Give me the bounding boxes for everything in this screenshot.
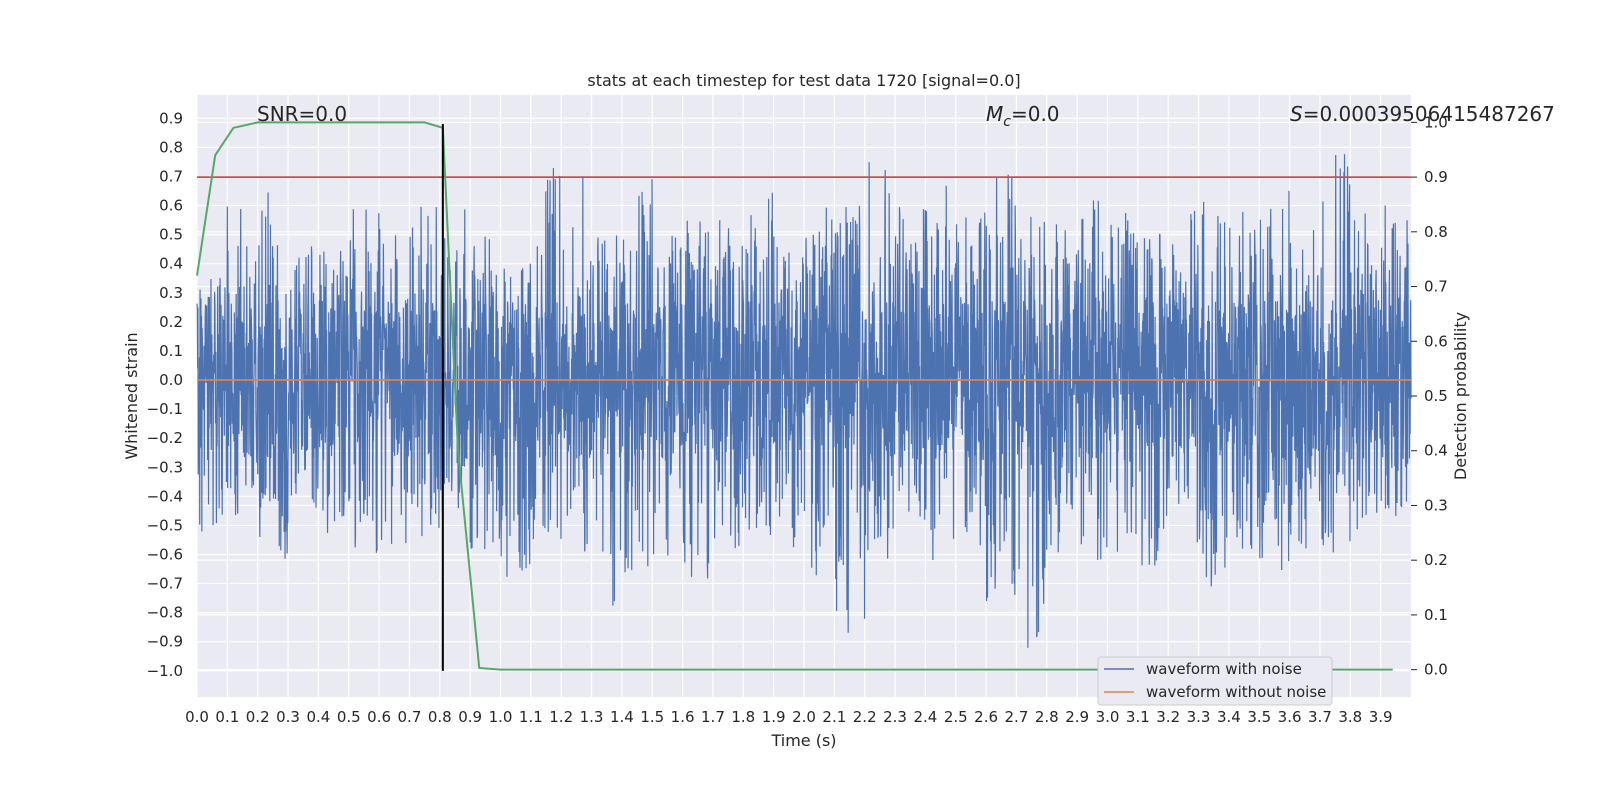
x-tick-label: 3.8 [1338,708,1362,726]
mc-subscript: c [1003,114,1011,130]
x-tick-label: 3.6 [1278,708,1302,726]
x-tick-label: 3.2 [1156,708,1180,726]
left-tick-label: 0.6 [159,197,183,215]
right-tick-label: 0.7 [1424,278,1448,296]
x-tick-label: 2.5 [944,708,968,726]
x-tick-label: 1.2 [549,708,573,726]
x-tick-label: 1.9 [762,708,786,726]
right-tick-label: 0.4 [1424,442,1448,460]
chart-title: stats at each timestep for test data 172… [587,71,1020,90]
right-tick-label: 0.6 [1424,332,1448,350]
right-tick-label: 0.9 [1424,168,1448,186]
x-tick-label: 1.3 [580,708,604,726]
x-tick-labels: 0.0 0.1 0.2 0.3 0.4 0.5 0.6 0.7 0.8 0.9 1.0 1.1 1.2 1… [185,708,1393,726]
x-tick-label: 1.4 [610,708,634,726]
x-tick-label: 1.8 [731,708,755,726]
right-tick-label: 0.3 [1424,496,1448,514]
s-value: =0.00039506415487267 [1303,102,1555,126]
x-tick-label: 2.6 [974,708,998,726]
left-tick-label: 0.4 [159,255,183,273]
x-tick-label: 1.5 [640,708,664,726]
right-tick-labels: 1.0 0.9 0.8 0.7 0.6 0.5 0.4 0.3 0.2 0.1 0.0 [1411,113,1448,679]
x-tick-label: 0.9 [458,708,482,726]
overlay-series [196,121,1411,671]
left-tick-label: −0.1 [147,400,183,418]
snr-annotation: SNR=0.0 [257,102,347,126]
x-tick-label: 2.0 [792,708,816,726]
left-tick-label: 0.2 [159,313,183,331]
x-tick-label: 2.4 [913,708,937,726]
x-tick-label: 0.6 [367,708,391,726]
x-tick-label: 3.0 [1096,708,1120,726]
x-tick-label: 2.3 [883,708,907,726]
legend-label-noisy: waveform with noise [1146,660,1302,678]
x-tick-label: 0.0 [185,708,209,726]
x-tick-label: 3.4 [1217,708,1241,726]
left-tick-label: 0.3 [159,284,183,302]
x-tick-label: 1.7 [701,708,725,726]
right-tick-label: 0.8 [1424,223,1448,241]
legend: waveform with noise waveform without noi… [1097,656,1333,706]
x-tick-label: 0.7 [398,708,422,726]
x-tick-label: 0.4 [306,708,330,726]
x-axis-label: Time (s) [770,731,836,750]
left-tick-label: −0.3 [147,458,183,476]
x-tick-label: 3.3 [1187,708,1211,726]
x-tick-label: 2.7 [1005,708,1029,726]
left-tick-label: −0.6 [147,545,183,563]
x-tick-label: 2.9 [1065,708,1089,726]
left-tick-label: 0.7 [159,167,183,185]
legend-box [1097,656,1333,706]
x-tick-label: 1.0 [489,708,513,726]
x-tick-label: 3.9 [1369,708,1393,726]
x-tick-label: 3.5 [1247,708,1271,726]
x-tick-label: 1.6 [671,708,695,726]
left-tick-label: 0.5 [159,226,183,244]
mc-annotation: Mc=0.0 [986,102,1060,130]
left-tick-label: 0.1 [159,342,183,360]
x-tick-label: 2.8 [1035,708,1059,726]
x-tick-label: 1.1 [519,708,543,726]
s-symbol: S [1290,102,1303,126]
left-tick-label: −1.0 [147,662,183,680]
left-tick-label: −0.4 [147,487,183,505]
x-tick-label: 3.7 [1308,708,1332,726]
left-tick-label: 0.9 [159,109,183,127]
left-tick-label: −0.7 [147,575,183,593]
left-tick-label: −0.8 [147,604,183,622]
legend-label-clean: waveform without noise [1146,683,1326,701]
x-tick-label: 2.2 [853,708,877,726]
left-tick-label: 0.0 [159,371,183,389]
noisy-waveform-series [196,154,1412,648]
x-tick-label: 2.1 [822,708,846,726]
left-tick-labels: 0.9 0.8 0.7 0.6 0.5 0.4 0.3 0.2 0.1 0.0 −0.1 −0.2 −0… [147,109,183,680]
right-axis-label: Detection probability [1451,312,1470,480]
left-tick-label: −0.5 [147,516,183,534]
left-axis-label: Whitened strain [122,332,141,459]
left-tick-label: −0.9 [147,633,183,651]
right-tick-label: 0.2 [1424,551,1448,569]
noisy-waveform-line [196,154,1412,648]
x-tick-label: 3.1 [1126,708,1150,726]
right-tick-label: 1.0 [1424,113,1448,131]
right-tick-label: 0.5 [1424,387,1448,405]
x-tick-label: 0.8 [428,708,452,726]
left-tick-label: −0.2 [147,429,183,447]
mc-value: =0.0 [1011,102,1060,126]
x-tick-label: 0.5 [337,708,361,726]
left-tick-label: 0.8 [159,138,183,156]
x-tick-label: 0.2 [246,708,270,726]
mc-symbol: M [986,102,1003,126]
x-tick-label: 0.1 [215,708,239,726]
right-tick-label: 0.1 [1424,606,1448,624]
detection-probability-line [196,121,1393,671]
s-annotation: S=0.00039506415487267 [1290,102,1555,126]
x-tick-label: 0.3 [276,708,300,726]
right-tick-label: 0.0 [1424,661,1448,679]
